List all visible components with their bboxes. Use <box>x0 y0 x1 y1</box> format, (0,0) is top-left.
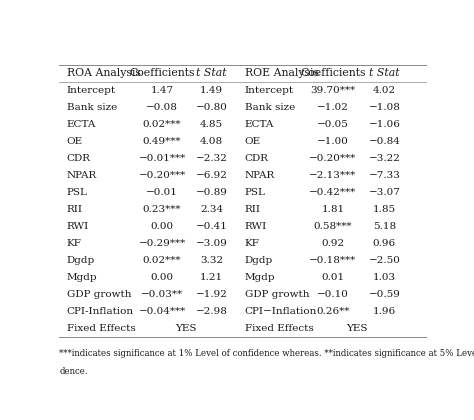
Text: −0.03**: −0.03** <box>141 290 183 299</box>
Text: −0.41: −0.41 <box>196 222 228 231</box>
Text: −0.89: −0.89 <box>196 188 228 197</box>
Text: 1.96: 1.96 <box>373 307 396 316</box>
Text: ***indicates significance at 1% Level of confidence whereas. **indicates signifi: ***indicates significance at 1% Level of… <box>59 349 474 358</box>
Text: −1.08: −1.08 <box>368 103 400 112</box>
Text: 0.49***: 0.49*** <box>143 137 182 146</box>
Text: KF: KF <box>66 239 82 248</box>
Text: ECTA: ECTA <box>245 120 274 129</box>
Text: 0.26**: 0.26** <box>316 307 350 316</box>
Text: −0.05: −0.05 <box>317 120 349 129</box>
Text: −1.06: −1.06 <box>368 120 400 129</box>
Text: −0.10: −0.10 <box>317 290 349 299</box>
Text: 5.18: 5.18 <box>373 222 396 231</box>
Text: Coefficients: Coefficients <box>300 68 365 79</box>
Text: −6.92: −6.92 <box>196 171 228 180</box>
Text: −0.08: −0.08 <box>146 103 178 112</box>
Text: −2.32: −2.32 <box>196 154 228 163</box>
Text: OE: OE <box>66 137 83 146</box>
Text: t Stat: t Stat <box>196 68 227 79</box>
Text: Mgdp: Mgdp <box>245 273 275 282</box>
Text: −3.09: −3.09 <box>196 239 228 248</box>
Text: 2.34: 2.34 <box>200 205 223 214</box>
Text: dence.: dence. <box>59 367 88 375</box>
Text: Mgdp: Mgdp <box>66 273 97 282</box>
Text: 0.02***: 0.02*** <box>143 120 182 129</box>
Text: Coefficients: Coefficients <box>129 68 195 79</box>
Text: Bank size: Bank size <box>245 103 295 112</box>
Text: 4.08: 4.08 <box>200 137 223 146</box>
Text: −0.01: −0.01 <box>146 188 178 197</box>
Text: −0.80: −0.80 <box>196 103 228 112</box>
Text: 1.47: 1.47 <box>151 86 173 95</box>
Text: ROA Analysis: ROA Analysis <box>66 68 140 79</box>
Text: 39.70***: 39.70*** <box>310 86 356 95</box>
Text: GDP growth: GDP growth <box>245 290 309 299</box>
Text: −0.29***: −0.29*** <box>138 239 186 248</box>
Text: RII: RII <box>66 205 82 214</box>
Text: 1.85: 1.85 <box>373 205 396 214</box>
Text: GDP growth: GDP growth <box>66 290 131 299</box>
Text: −1.92: −1.92 <box>196 290 228 299</box>
Text: −1.00: −1.00 <box>317 137 349 146</box>
Text: KF: KF <box>245 239 260 248</box>
Text: Fixed Effects: Fixed Effects <box>66 324 136 333</box>
Text: 0.23***: 0.23*** <box>143 205 182 214</box>
Text: YES: YES <box>346 324 367 333</box>
Text: OE: OE <box>245 137 261 146</box>
Text: Fixed Effects: Fixed Effects <box>245 324 313 333</box>
Text: Intercept: Intercept <box>66 86 116 95</box>
Text: 0.00: 0.00 <box>151 222 173 231</box>
Text: 3.32: 3.32 <box>200 256 223 265</box>
Text: RII: RII <box>245 205 261 214</box>
Text: −0.84: −0.84 <box>368 137 400 146</box>
Text: −3.22: −3.22 <box>368 154 400 163</box>
Text: ECTA: ECTA <box>66 120 96 129</box>
Text: 1.81: 1.81 <box>321 205 345 214</box>
Text: −0.20***: −0.20*** <box>138 171 186 180</box>
Text: −3.07: −3.07 <box>368 188 400 197</box>
Text: −0.59: −0.59 <box>368 290 400 299</box>
Text: 0.92: 0.92 <box>321 239 345 248</box>
Text: −1.02: −1.02 <box>317 103 349 112</box>
Text: CPI-Inflation: CPI-Inflation <box>66 307 134 316</box>
Text: 0.58***: 0.58*** <box>314 222 352 231</box>
Text: Dgdp: Dgdp <box>66 256 95 265</box>
Text: 0.96: 0.96 <box>373 239 396 248</box>
Text: CPI−Inflation: CPI−Inflation <box>245 307 317 316</box>
Text: 1.21: 1.21 <box>200 273 223 282</box>
Text: PSL: PSL <box>66 188 88 197</box>
Text: Bank size: Bank size <box>66 103 117 112</box>
Text: CDR: CDR <box>245 154 269 163</box>
Text: −0.42***: −0.42*** <box>310 188 356 197</box>
Text: 1.49: 1.49 <box>200 86 223 95</box>
Text: −0.20***: −0.20*** <box>310 154 356 163</box>
Text: Intercept: Intercept <box>245 86 294 95</box>
Text: −0.04***: −0.04*** <box>138 307 186 316</box>
Text: −0.18***: −0.18*** <box>310 256 356 265</box>
Text: t Stat: t Stat <box>369 68 400 79</box>
Text: 1.03: 1.03 <box>373 273 396 282</box>
Text: NPAR: NPAR <box>66 171 97 180</box>
Text: 0.00: 0.00 <box>151 273 173 282</box>
Text: 4.85: 4.85 <box>200 120 223 129</box>
Text: −2.50: −2.50 <box>368 256 400 265</box>
Text: ROE Analysis: ROE Analysis <box>245 68 319 79</box>
Text: CDR: CDR <box>66 154 91 163</box>
Text: −0.01***: −0.01*** <box>138 154 186 163</box>
Text: 0.02***: 0.02*** <box>143 256 182 265</box>
Text: −2.13***: −2.13*** <box>310 171 356 180</box>
Text: PSL: PSL <box>245 188 265 197</box>
Text: RWI: RWI <box>245 222 267 231</box>
Text: YES: YES <box>175 324 197 333</box>
Text: −2.98: −2.98 <box>196 307 228 316</box>
Text: RWI: RWI <box>66 222 89 231</box>
Text: NPAR: NPAR <box>245 171 275 180</box>
Text: 4.02: 4.02 <box>373 86 396 95</box>
Text: 0.01: 0.01 <box>321 273 345 282</box>
Text: Dgdp: Dgdp <box>245 256 273 265</box>
Text: −7.33: −7.33 <box>368 171 400 180</box>
